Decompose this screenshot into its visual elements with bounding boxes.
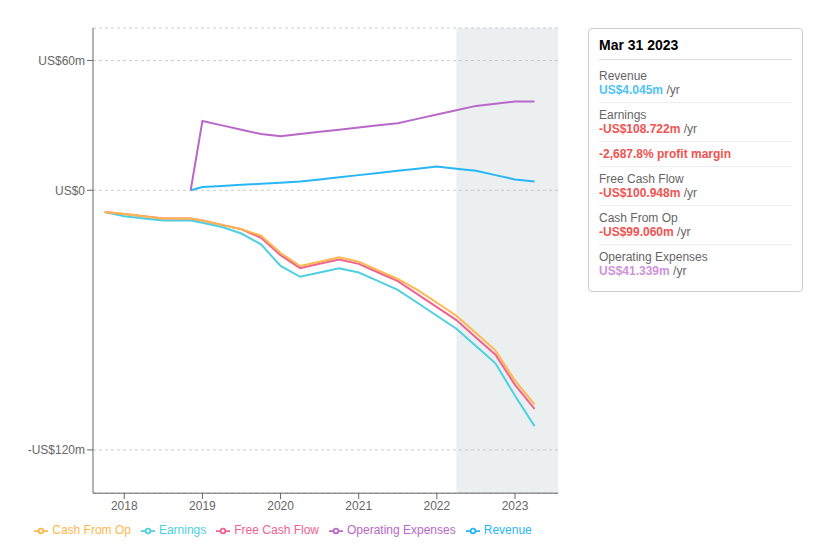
html-text:Cash From Op: Cash From Op <box>599 211 678 225</box>
html-text:-US$108.722m /yr: -US$108.722m /yr <box>599 122 698 136</box>
html-text:Free Cash Flow: Free Cash Flow <box>234 523 319 538</box>
html-text:Cash From Op: Cash From Op <box>52 523 131 538</box>
svg-text:2021: 2021 <box>345 499 372 513</box>
html-text:Operating Expenses: Operating Expenses <box>347 523 456 538</box>
html-text:Revenue: Revenue <box>483 523 532 538</box>
html-text:US$4.045m /yr: US$4.045m /yr <box>599 83 680 97</box>
html-text:Mar 31 2023: Mar 31 2023 <box>599 37 679 53</box>
svg-text:-US$120m: -US$120m <box>28 443 85 457</box>
html-text:US$41.339m /yr: US$41.339m /yr <box>599 264 687 278</box>
html-text:-US$99.060m /yr: -US$99.060m /yr <box>599 225 691 239</box>
html-text:Earnings: Earnings <box>158 523 207 538</box>
svg-text:2018: 2018 <box>111 499 138 513</box>
html-text:Free Cash Flow: Free Cash Flow <box>599 172 684 186</box>
html-text:-2,687.8% profit margin: -2,687.8% profit margin <box>599 147 731 161</box>
svg-text:2020: 2020 <box>267 499 294 513</box>
svg-text:2023: 2023 <box>502 499 529 513</box>
svg-text:2022: 2022 <box>424 499 451 513</box>
html-text:Revenue: Revenue <box>599 69 647 83</box>
html-text:-US$100.948m /yr: -US$100.948m /yr <box>599 186 698 200</box>
svg-text:US$0: US$0 <box>55 184 85 198</box>
svg-text:US$60m: US$60m <box>38 54 85 68</box>
svg-text:2019: 2019 <box>189 499 216 513</box>
html-text:Earnings: Earnings <box>599 108 647 122</box>
html-text:Operating Expenses: Operating Expenses <box>599 250 708 264</box>
